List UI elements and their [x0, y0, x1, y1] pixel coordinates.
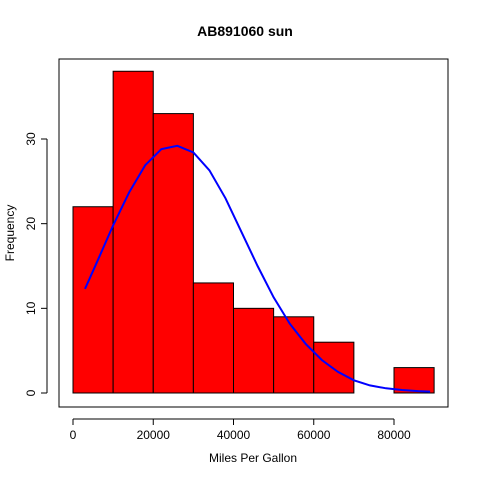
y-tick-label: 0: [24, 389, 38, 396]
y-tick-label: 20: [24, 217, 38, 231]
histogram-bar: [153, 114, 193, 393]
histogram-bar: [314, 342, 354, 393]
chart-title: AB891060 sun: [197, 23, 293, 39]
y-tick-label: 10: [24, 301, 38, 315]
histogram-bar: [113, 71, 153, 393]
y-axis-label: Frequency: [3, 205, 17, 262]
x-tick-label: 80000: [377, 428, 411, 442]
x-tick-label: 60000: [297, 428, 331, 442]
histogram-bar: [193, 283, 233, 393]
histogram-bar: [234, 308, 274, 393]
bars-group: [73, 71, 434, 393]
x-axis: 0 20000 40000 60000 80000: [70, 419, 411, 442]
x-tick-label: 20000: [137, 428, 171, 442]
x-tick-label: 0: [70, 428, 77, 442]
x-axis-label: Miles Per Gallon: [209, 451, 297, 465]
histogram-bar: [73, 207, 113, 393]
y-tick-label: 30: [24, 132, 38, 146]
y-axis: 0 10 20 30: [24, 132, 47, 396]
x-tick-label: 40000: [217, 428, 251, 442]
